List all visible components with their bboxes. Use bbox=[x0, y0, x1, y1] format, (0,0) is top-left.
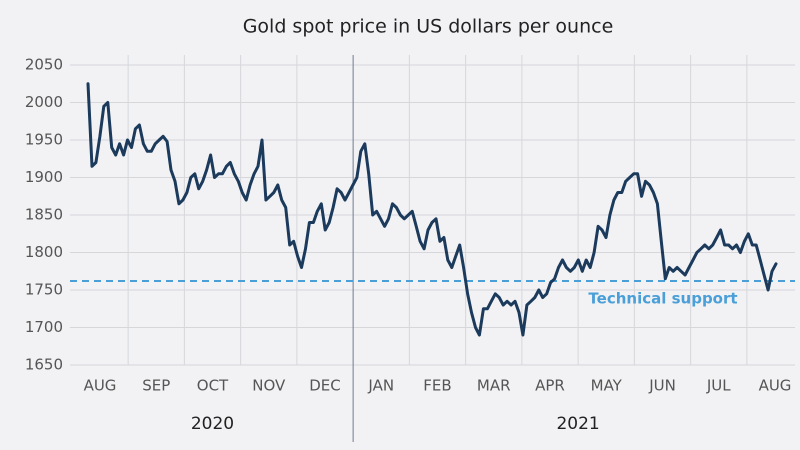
year-label: 2021 bbox=[556, 414, 599, 434]
x-tick-label: MAY bbox=[591, 377, 623, 395]
x-tick-label: FEB bbox=[423, 377, 451, 395]
x-tick-label: JUN bbox=[648, 377, 676, 395]
year-label: 2020 bbox=[191, 414, 234, 434]
x-tick-label: APR bbox=[535, 377, 565, 395]
price-line bbox=[86, 82, 778, 337]
x-tick-label: JUL bbox=[706, 377, 731, 395]
y-tick-label: 1650 bbox=[25, 356, 63, 374]
y-tick-label: 1700 bbox=[25, 318, 63, 336]
y-tick-label: 1800 bbox=[25, 243, 63, 261]
y-tick-label: 1850 bbox=[25, 206, 63, 224]
x-tick-label: NOV bbox=[252, 377, 286, 395]
y-tick-label: 1750 bbox=[25, 281, 63, 299]
y-tick-label: 1900 bbox=[25, 168, 63, 186]
x-tick-label: JAN bbox=[367, 377, 394, 395]
x-tick-label: MAR bbox=[477, 377, 511, 395]
x-tick-label: SEP bbox=[142, 377, 170, 395]
y-tick-label: 1950 bbox=[25, 131, 63, 149]
x-tick-label: AUG bbox=[759, 377, 792, 395]
y-tick-label: 2050 bbox=[25, 56, 63, 74]
reference-label: Technical support bbox=[588, 290, 737, 308]
y-tick-label: 2000 bbox=[25, 93, 63, 111]
x-tick-label: DEC bbox=[309, 377, 341, 395]
x-tick-label: OCT bbox=[197, 377, 229, 395]
chart-title: Gold spot price in US dollars per ounce bbox=[243, 16, 614, 38]
x-tick-label: AUG bbox=[84, 377, 117, 395]
